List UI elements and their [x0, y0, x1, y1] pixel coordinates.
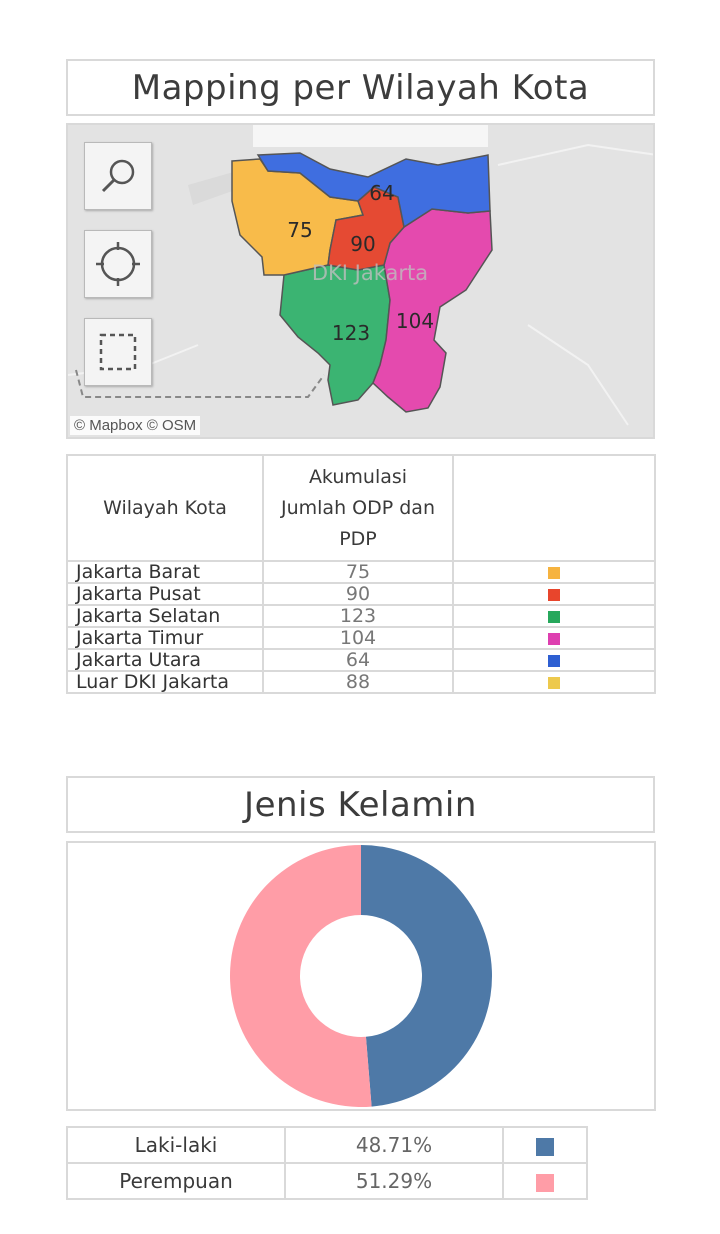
- header-value-line: Akumulasi: [308, 465, 408, 488]
- region-name: Jakarta Selatan: [66, 604, 264, 628]
- region-value: 88: [262, 670, 454, 694]
- region-table: Wilayah Kota Akumulasi Jumlah ODP dan PD…: [66, 454, 656, 694]
- color-swatch: [548, 588, 560, 601]
- table-row[interactable]: Luar DKI Jakarta 88: [66, 670, 656, 694]
- donut-slice-perempuan[interactable]: [229, 845, 372, 1107]
- map-attribution[interactable]: © Mapbox © OSM: [70, 416, 201, 435]
- select-tool-button[interactable]: [84, 318, 152, 386]
- label-jakarta-utara: 64: [369, 181, 394, 205]
- region-value: 64: [262, 648, 454, 672]
- region-name: Luar DKI Jakarta: [66, 670, 264, 694]
- province-boundary: [75, 369, 325, 398]
- gender-label: Laki-laki: [66, 1126, 286, 1164]
- table-row[interactable]: Jakarta Barat 75: [66, 560, 656, 584]
- region-name: Jakarta Barat: [66, 560, 264, 584]
- color-swatch: [548, 676, 560, 689]
- region-value: 75: [262, 560, 454, 584]
- color-swatch: [548, 632, 560, 645]
- color-swatch: [536, 1137, 554, 1156]
- color-swatch: [536, 1173, 554, 1192]
- region-name: Jakarta Timur: [66, 626, 264, 650]
- search-tool-button[interactable]: [84, 142, 152, 210]
- label-jakarta-selatan: 123: [332, 321, 370, 345]
- header-color: [452, 454, 656, 562]
- crosshair-icon: [96, 242, 140, 286]
- table-row[interactable]: Jakarta Utara 64: [66, 648, 656, 672]
- region-value: 104: [262, 626, 454, 650]
- color-swatch: [548, 610, 560, 623]
- gender-percentage: 51.29%: [284, 1162, 504, 1200]
- region-name: Jakarta Pusat: [66, 582, 264, 606]
- label-jakarta-barat: 75: [287, 218, 312, 242]
- table-row[interactable]: Jakarta Timur 104: [66, 626, 656, 650]
- map-section-title: Mapping per Wilayah Kota: [66, 59, 655, 116]
- sea-area: [253, 125, 488, 147]
- color-swatch: [548, 654, 560, 667]
- map-panel[interactable]: DKI Jakarta 64 75 90 123 104 © Mapbox © …: [66, 123, 655, 439]
- locate-tool-button[interactable]: [84, 230, 152, 298]
- region-name: Jakarta Utara: [66, 648, 264, 672]
- map-area-label: DKI Jakarta: [312, 261, 428, 285]
- region-jakarta-timur[interactable]: [372, 208, 493, 413]
- region-jakarta-utara[interactable]: [256, 152, 491, 229]
- magnifier-icon: [101, 159, 135, 193]
- header-region[interactable]: Wilayah Kota: [66, 454, 264, 562]
- label-jakarta-pusat: 90: [350, 232, 375, 256]
- gender-section-title: Jenis Kelamin: [66, 776, 655, 833]
- table-row[interactable]: Jakarta Selatan 123: [66, 604, 656, 628]
- header-value[interactable]: Akumulasi Jumlah ODP dan PDP: [262, 454, 454, 562]
- map-road: [527, 324, 629, 426]
- table-row[interactable]: Laki-laki 48.71%: [66, 1126, 588, 1164]
- table-row[interactable]: Perempuan 51.29%: [66, 1162, 588, 1200]
- region-value: 90: [262, 582, 454, 606]
- map-road: [497, 143, 653, 166]
- gender-label: Perempuan: [66, 1162, 286, 1200]
- jakarta-map[interactable]: DKI Jakarta 64 75 90 123 104: [68, 125, 655, 439]
- header-value-line: Jumlah ODP dan: [281, 496, 435, 519]
- gender-donut-panel: [66, 841, 656, 1111]
- header-value-line: PDP: [339, 527, 377, 550]
- gender-percentage: 48.71%: [284, 1126, 504, 1164]
- region-value: 123: [262, 604, 454, 628]
- label-jakarta-timur: 104: [396, 309, 434, 333]
- color-swatch: [548, 566, 560, 579]
- dashed-rectangle-icon: [99, 333, 137, 371]
- gender-donut-chart[interactable]: [68, 843, 654, 1109]
- donut-slice-laki-laki[interactable]: [361, 845, 492, 1107]
- gender-table: Laki-laki 48.71% Perempuan 51.29%: [66, 1126, 588, 1200]
- table-row[interactable]: Jakarta Pusat 90: [66, 582, 656, 606]
